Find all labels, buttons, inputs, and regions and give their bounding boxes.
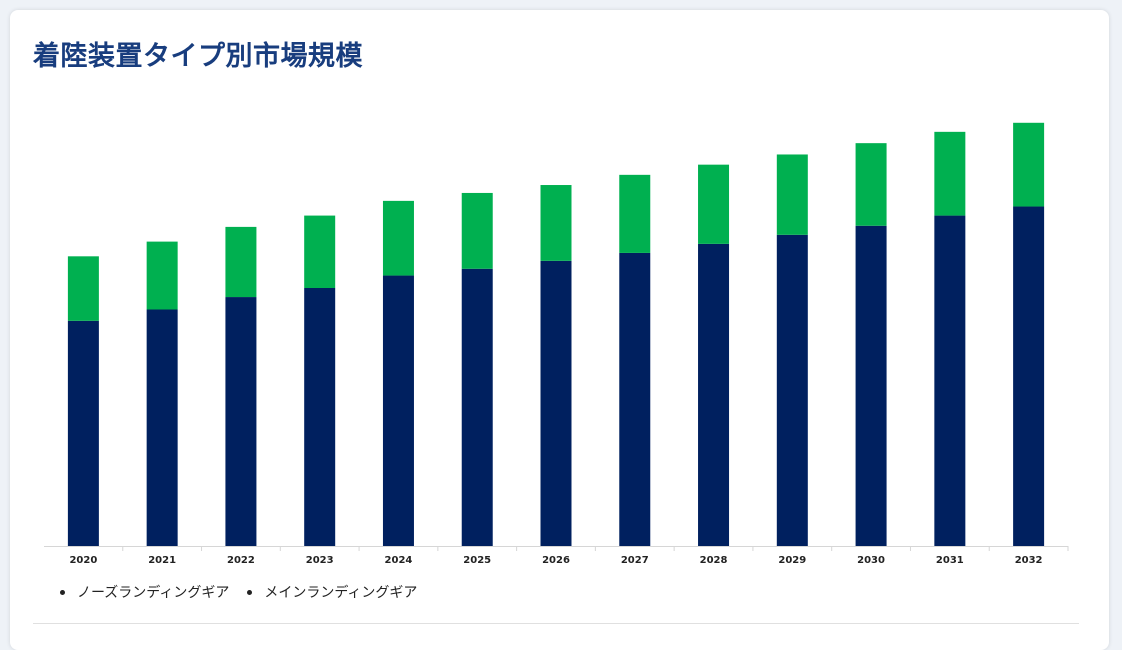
bar-nose-2026	[540, 185, 572, 261]
bar-main-2022	[225, 297, 257, 546]
legend-bullet	[247, 589, 253, 595]
bar-main-2031	[934, 215, 966, 546]
chart-card: 着陸装置タイプ別市場規模 2020 2021 2022 2023 2024 2025 202…	[10, 10, 1109, 650]
x-tick-label: 2023	[306, 555, 334, 566]
bar-main-2032	[1013, 206, 1045, 547]
bar-nose-2021	[146, 241, 178, 310]
x-tick-label: 2021	[148, 555, 176, 566]
bar-nose-2023	[304, 215, 336, 288]
bar-nose-2028	[698, 164, 730, 244]
legend-bullet	[60, 589, 65, 595]
bar-nose-2024	[382, 200, 414, 276]
bar-main-2020	[67, 320, 99, 546]
bar-main-2027	[619, 252, 651, 546]
page-title: 着陸装置タイプ別市場規模	[33, 41, 363, 72]
x-tick-label: 2026	[542, 555, 570, 566]
x-tick-label: 2028	[700, 555, 728, 566]
legend-label-main: メインランディングギア	[264, 585, 418, 601]
bar-nose-2020	[67, 256, 99, 321]
x-tick-label: 2029	[778, 555, 806, 566]
bar-main-2025	[461, 268, 493, 546]
x-tick-label: 2027	[621, 555, 649, 566]
bar-nose-2025	[461, 192, 493, 269]
x-tick-label: 2030	[857, 555, 885, 566]
x-tick-label: 2020	[69, 555, 97, 566]
x-tick-label: 2022	[227, 555, 255, 566]
legend: ノーズランディングギア メインランディングギア	[60, 582, 417, 602]
bar-chart: 2020 2021 2022 2023 2024 2025 2026 2027 2028 2029…	[44, 122, 1069, 566]
bar-main-2024	[382, 275, 414, 546]
x-tick-label: 2024	[385, 555, 413, 566]
bar-nose-2027	[619, 174, 651, 253]
x-tick-label: 2025	[463, 555, 491, 566]
bar-nose-2030	[855, 143, 887, 226]
bar-main-2030	[855, 225, 887, 546]
bar-main-2023	[304, 288, 336, 546]
bar-main-2029	[776, 234, 808, 546]
legend-item-main: メインランディングギア	[247, 582, 417, 602]
bar-nose-2022	[225, 226, 257, 298]
bar-main-2028	[698, 243, 730, 547]
legend-label-nose: ノーズランディングギア	[77, 585, 230, 601]
bar-nose-2031	[934, 131, 966, 216]
bar-main-2026	[540, 260, 572, 546]
bar-nose-2032	[1013, 122, 1045, 207]
divider	[33, 623, 1079, 624]
bar-main-2021	[146, 309, 178, 546]
bar-nose-2029	[776, 154, 808, 235]
x-tick-label: 2032	[1015, 555, 1043, 566]
legend-item-nose: ノーズランディングギア	[60, 582, 229, 602]
x-tick-label: 2031	[936, 555, 964, 566]
